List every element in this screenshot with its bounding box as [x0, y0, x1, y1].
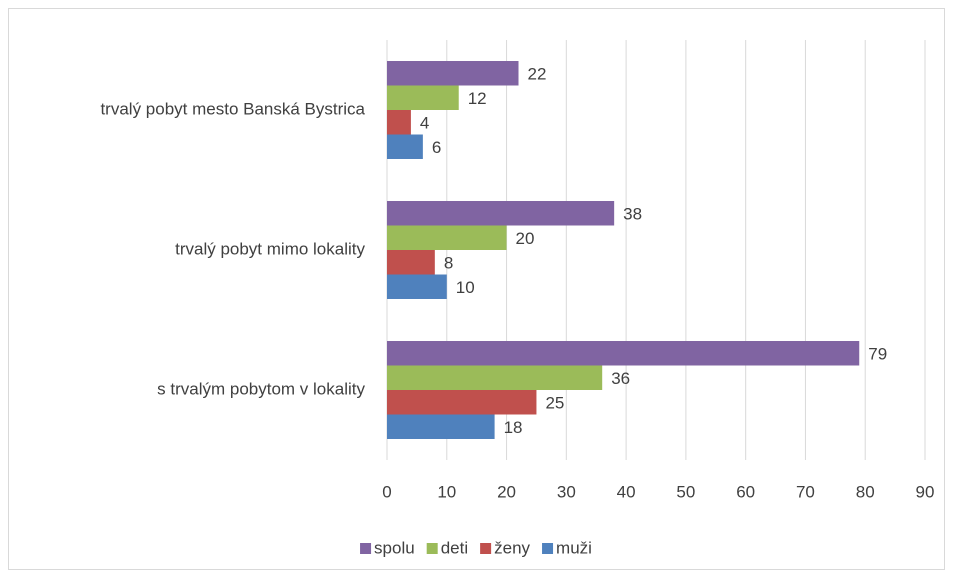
bar	[387, 274, 447, 299]
x-tick-label: 10	[437, 482, 456, 501]
data-label: 38	[623, 205, 642, 224]
x-tick-label: 80	[856, 482, 875, 501]
data-label: 4	[420, 114, 429, 133]
bar	[387, 61, 519, 86]
bar	[387, 85, 459, 110]
data-label: 18	[504, 418, 523, 437]
legend-label: deti	[441, 538, 468, 557]
data-label: 20	[516, 229, 535, 248]
bar	[387, 390, 537, 415]
legend-label: ženy	[494, 538, 530, 557]
x-tick-label: 40	[617, 482, 636, 501]
legend-swatch	[542, 543, 554, 554]
bar	[387, 201, 615, 226]
x-tick-label: 90	[916, 482, 935, 501]
x-tick-label: 20	[497, 482, 516, 501]
bar	[387, 110, 411, 135]
y-tick-label: trvalý pobyt mimo lokality	[175, 239, 365, 258]
bar	[387, 414, 495, 439]
bar	[387, 250, 435, 275]
legend-label: muži	[556, 538, 592, 557]
bar	[387, 134, 423, 159]
data-label: 79	[868, 345, 887, 364]
legend-swatch	[360, 543, 372, 554]
legend-swatch	[426, 543, 438, 554]
bar	[387, 341, 860, 366]
y-tick-label: trvalý pobyt mesto Banská Bystrica	[100, 99, 365, 118]
x-tick-label: 70	[796, 482, 815, 501]
x-tick-label: 30	[557, 482, 576, 501]
data-label: 10	[456, 278, 475, 297]
data-label: 22	[528, 65, 547, 84]
data-label: 25	[545, 394, 564, 413]
bar	[387, 225, 507, 250]
data-label: 6	[432, 138, 441, 157]
legend-label: spolu	[374, 538, 415, 557]
x-tick-label: 60	[736, 482, 755, 501]
data-label: 8	[444, 254, 453, 273]
bar	[387, 365, 603, 390]
x-tick-label: 50	[676, 482, 695, 501]
legend-swatch	[480, 543, 492, 554]
x-tick-label: 0	[382, 482, 391, 501]
data-label: 12	[468, 89, 487, 108]
y-tick-label: s trvalým pobytom v lokality	[157, 379, 365, 398]
chart-border	[8, 8, 945, 570]
data-label: 36	[611, 369, 630, 388]
